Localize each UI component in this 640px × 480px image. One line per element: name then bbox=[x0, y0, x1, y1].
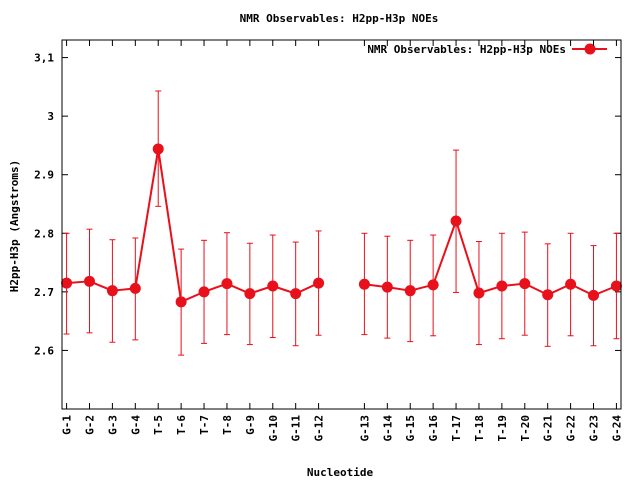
x-tick-label: G-13 bbox=[358, 415, 371, 442]
plot-frame bbox=[61, 39, 622, 410]
data-point bbox=[152, 143, 164, 155]
chart-title: NMR Observables: H2pp-H3p NOEs bbox=[240, 12, 439, 25]
x-tick-label: G-3 bbox=[106, 415, 119, 435]
data-point bbox=[244, 288, 256, 300]
y-tick-label: 2.9 bbox=[34, 169, 54, 182]
y-tick-label: 2.6 bbox=[34, 344, 54, 357]
y-tick-label: 3 bbox=[47, 110, 54, 123]
x-tick-label: G-22 bbox=[565, 415, 578, 442]
data-point bbox=[450, 215, 462, 227]
x-tick-label: G-23 bbox=[588, 415, 601, 442]
x-tick-label: G-21 bbox=[542, 415, 555, 442]
x-axis-label: Nucleotide bbox=[307, 466, 374, 479]
x-tick-label: T-18 bbox=[473, 415, 486, 442]
y-tick-label: 2.8 bbox=[34, 227, 54, 240]
legend: NMR Observables: H2pp-H3p NOEs bbox=[367, 43, 607, 56]
data-point bbox=[588, 289, 600, 301]
x-tick-label: T-20 bbox=[519, 415, 532, 442]
series-line-segment bbox=[455, 220, 480, 294]
x-tick-label: G-14 bbox=[381, 415, 394, 442]
data-point bbox=[290, 288, 302, 300]
plot-layer: 2.6 2.7 2.8 2.9 3 3,1 G-1 G-2 G-3 G-4 T-5 T-6 T-7 T-8… bbox=[34, 40, 623, 442]
data-point bbox=[496, 280, 508, 292]
data-point bbox=[313, 277, 325, 289]
x-tick-label: G-1 bbox=[61, 415, 74, 435]
series-line-segment bbox=[134, 148, 160, 289]
data-point bbox=[542, 289, 554, 301]
x-tick-label: T-19 bbox=[496, 415, 509, 442]
y-tick-label: 2.7 bbox=[34, 286, 54, 299]
series-line-segment bbox=[432, 220, 457, 286]
data-point bbox=[565, 278, 577, 290]
data-point bbox=[427, 279, 439, 291]
data-point bbox=[610, 280, 622, 292]
y-tick-label: 3,1 bbox=[34, 52, 54, 65]
x-tick-label: G-2 bbox=[83, 415, 96, 435]
data-point bbox=[198, 286, 210, 298]
legend-marker-swatch bbox=[584, 43, 596, 55]
x-tick-label: G-11 bbox=[290, 415, 303, 442]
data-point bbox=[519, 278, 531, 290]
data-point bbox=[473, 287, 485, 299]
x-tick-label: G-9 bbox=[244, 415, 257, 435]
x-tick-label: T-7 bbox=[198, 415, 211, 435]
data-point bbox=[106, 285, 118, 297]
series-line-segment bbox=[157, 148, 183, 302]
x-tick-label: G-16 bbox=[427, 415, 440, 442]
x-tick-label: G-4 bbox=[129, 415, 142, 435]
data-point bbox=[175, 296, 187, 308]
x-tick-label: T-6 bbox=[175, 415, 188, 435]
data-point bbox=[267, 280, 279, 292]
x-tick-label: G-15 bbox=[404, 415, 417, 442]
x-tick-label: G-12 bbox=[313, 415, 326, 442]
x-tick-label: T-8 bbox=[221, 415, 234, 435]
x-tick-label: T-17 bbox=[450, 415, 463, 442]
y-axis-label: H2pp-H3p (Angstroms) bbox=[8, 160, 21, 292]
data-point bbox=[83, 275, 95, 287]
data-point bbox=[61, 277, 73, 289]
x-tick-label: G-24 bbox=[610, 415, 623, 442]
data-point bbox=[129, 282, 141, 294]
x-tick-label: T-5 bbox=[152, 415, 165, 435]
data-point bbox=[221, 278, 233, 290]
data-point bbox=[358, 278, 370, 290]
x-tick-label: G-10 bbox=[267, 415, 280, 442]
data-point bbox=[404, 285, 416, 297]
legend-label: NMR Observables: H2pp-H3p NOEs bbox=[367, 43, 566, 56]
data-point bbox=[381, 281, 393, 293]
